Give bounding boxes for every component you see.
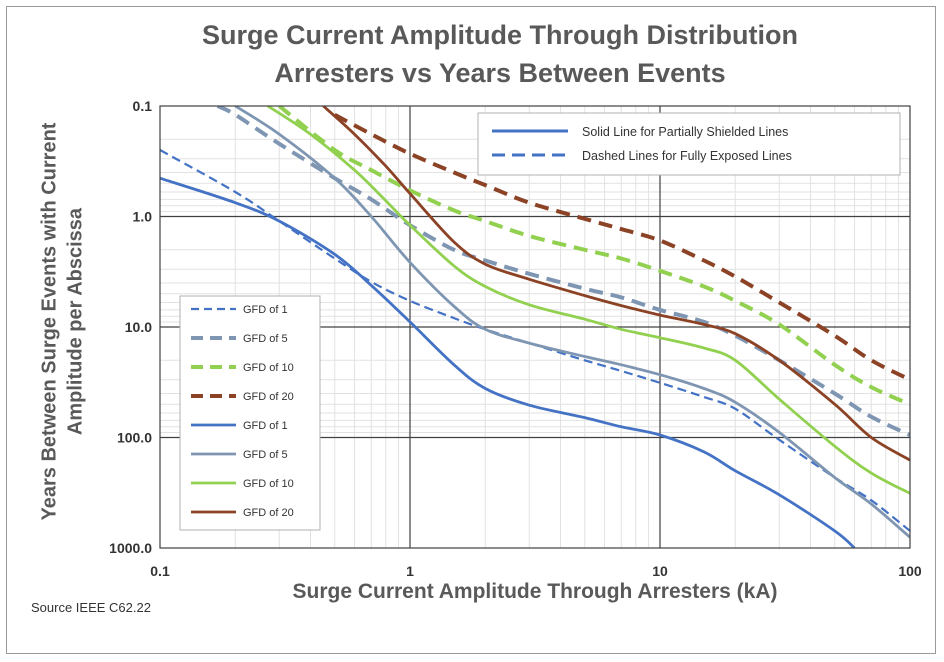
series-line-dashed-gfd-of-20	[333, 112, 910, 382]
top-legend-label: Dashed Lines for Fully Exposed Lines	[582, 149, 792, 163]
chart-title-line-2: Arresters vs Years Between Events	[274, 58, 726, 88]
legend-label-solid-gfd-of-1: GFD of 1	[243, 420, 288, 432]
series-legend-box	[179, 295, 321, 531]
legend-label-dashed-gfd-of-20: GFD of 20	[243, 391, 294, 403]
legend-label-solid-gfd-of-10: GFD of 10	[243, 478, 294, 490]
top-legend-label: Solid Line for Partially Shielded Lines	[582, 125, 788, 139]
series-line-solid-gfd-of-20	[322, 106, 910, 462]
y-tick-label: 10.0	[125, 319, 152, 335]
legend-label-dashed-gfd-of-5: GFD of 5	[243, 333, 288, 345]
series-line-dashed-gfd-of-5	[216, 106, 910, 437]
plot-area-border	[159, 105, 911, 549]
top-legend-box	[477, 112, 901, 176]
x-tick-label: 1	[406, 563, 414, 579]
x-axis-label: Surge Current Amplitude Through Arrester…	[292, 580, 778, 603]
chart-title-line-1: Surge Current Amplitude Through Distribu…	[202, 20, 798, 50]
x-tick-label: 0.1	[150, 563, 170, 579]
x-tick-label: 100	[898, 563, 922, 579]
y-tick-label: 1000.0	[109, 540, 152, 556]
series-line-solid-gfd-of-1	[160, 176, 856, 548]
series-line-solid-gfd-of-5	[234, 106, 910, 539]
x-tick-label: 10	[652, 563, 668, 579]
legend-label-dashed-gfd-of-1: GFD of 1	[243, 304, 288, 316]
y-tick-label: 100.0	[117, 430, 152, 446]
source-note: Source IEEE C62.22	[31, 600, 151, 615]
y-tick-label: 0.1	[133, 98, 153, 114]
y-tick-label: 1.0	[133, 209, 153, 225]
legend-label-dashed-gfd-of-10: GFD of 10	[243, 362, 294, 374]
series-line-dashed-gfd-of-10	[278, 106, 910, 407]
legend-label-solid-gfd-of-5: GFD of 5	[243, 449, 288, 461]
series-line-solid-gfd-of-10	[267, 106, 910, 495]
legend-label-solid-gfd-of-20: GFD of 20	[243, 507, 294, 519]
